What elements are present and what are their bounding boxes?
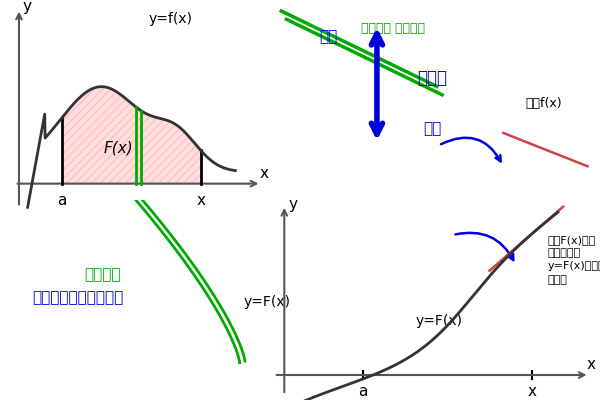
Text: 逆演算: 逆演算	[417, 69, 447, 87]
Text: x: x	[527, 384, 536, 399]
Text: 傾きf(x): 傾きf(x)	[525, 97, 562, 110]
Text: x: x	[587, 357, 596, 372]
Text: 定数を除いて元に戻る: 定数を除いて元に戻る	[32, 290, 123, 305]
Text: 積分: 積分	[319, 30, 337, 44]
Text: y=F(x): y=F(x)	[416, 314, 463, 328]
Text: 面積F(x)を別
座標に曲線
y=F(x)として
描く。: 面積F(x)を別 座標に曲線 y=F(x)として 描く。	[547, 235, 600, 285]
Text: y: y	[289, 197, 298, 212]
Text: a: a	[359, 384, 368, 399]
Text: y=f(x): y=f(x)	[148, 12, 193, 26]
Text: 同じ数量 元に戻る: 同じ数量 元に戻る	[361, 22, 425, 36]
Text: y: y	[22, 0, 31, 14]
Text: y=F(x): y=F(x)	[244, 295, 291, 309]
Text: 同じ数量: 同じ数量	[84, 267, 121, 282]
Text: F(x): F(x)	[104, 141, 133, 156]
Text: x: x	[196, 193, 205, 208]
Text: 微分: 微分	[423, 121, 441, 136]
Text: a: a	[58, 193, 67, 208]
Text: x: x	[259, 166, 268, 181]
